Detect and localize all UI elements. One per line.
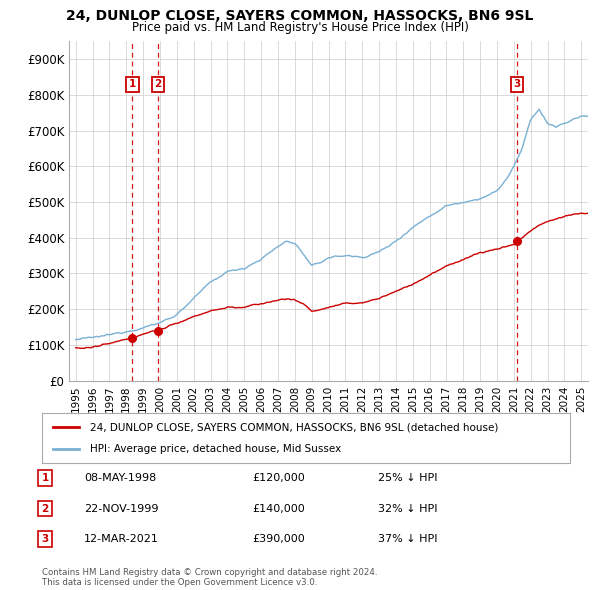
Text: Price paid vs. HM Land Registry's House Price Index (HPI): Price paid vs. HM Land Registry's House … (131, 21, 469, 34)
Text: 08-MAY-1998: 08-MAY-1998 (84, 473, 156, 483)
Text: 3: 3 (41, 535, 49, 544)
Text: £120,000: £120,000 (252, 473, 305, 483)
Text: 22-NOV-1999: 22-NOV-1999 (84, 504, 158, 513)
Text: Contains HM Land Registry data © Crown copyright and database right 2024.
This d: Contains HM Land Registry data © Crown c… (42, 568, 377, 587)
Text: 2: 2 (41, 504, 49, 513)
Text: HPI: Average price, detached house, Mid Sussex: HPI: Average price, detached house, Mid … (89, 444, 341, 454)
Text: 1: 1 (129, 79, 136, 89)
Text: 32% ↓ HPI: 32% ↓ HPI (378, 504, 437, 513)
Text: 1: 1 (41, 473, 49, 483)
Text: 24, DUNLOP CLOSE, SAYERS COMMON, HASSOCKS, BN6 9SL (detached house): 24, DUNLOP CLOSE, SAYERS COMMON, HASSOCK… (89, 422, 498, 432)
Text: 25% ↓ HPI: 25% ↓ HPI (378, 473, 437, 483)
Text: £140,000: £140,000 (252, 504, 305, 513)
Text: 2: 2 (155, 79, 162, 89)
Text: 37% ↓ HPI: 37% ↓ HPI (378, 535, 437, 544)
Text: £390,000: £390,000 (252, 535, 305, 544)
Text: 12-MAR-2021: 12-MAR-2021 (84, 535, 159, 544)
Text: 24, DUNLOP CLOSE, SAYERS COMMON, HASSOCKS, BN6 9SL: 24, DUNLOP CLOSE, SAYERS COMMON, HASSOCK… (67, 9, 533, 23)
Text: 3: 3 (514, 79, 521, 89)
